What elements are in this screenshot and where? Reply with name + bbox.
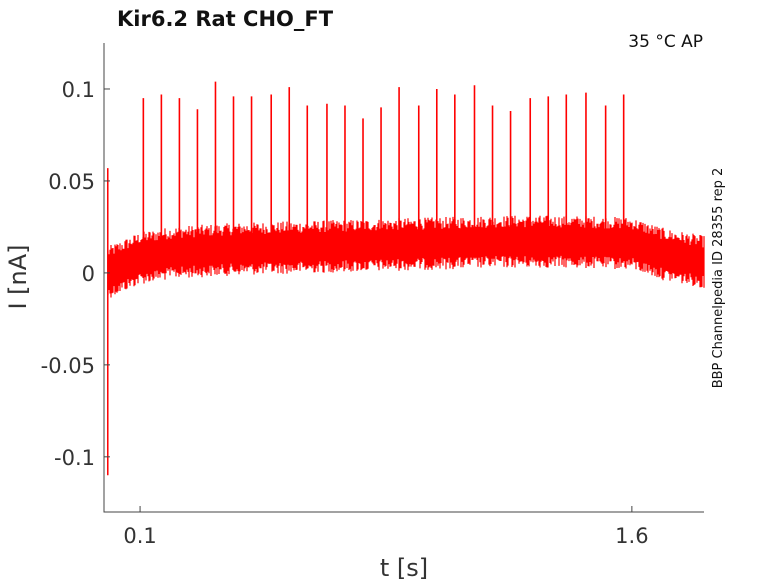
y-tick-label: -0.05 (41, 354, 95, 378)
y-tick-label: 0 (82, 262, 95, 286)
y-tick-label: -0.1 (54, 446, 95, 470)
x-tick-label: 0.1 (123, 524, 156, 548)
trace-line (107, 81, 705, 476)
condition-annotation: 35 °C AP (628, 32, 703, 52)
x-axis-label: t [s] (380, 554, 428, 582)
y-axis: 0.1 0.05 0 -0.05 -0.1 (41, 78, 110, 470)
y-tick-label: 0.05 (48, 170, 95, 194)
chart-title: Kir6.2 Rat CHO_FT (117, 7, 334, 31)
y-tick-label: 0.1 (62, 78, 95, 102)
plot-area (107, 81, 705, 476)
axes-frame (103, 43, 704, 513)
x-tick-label: 1.6 (615, 524, 648, 548)
x-axis: 0.1 1.6 (123, 506, 649, 548)
channelpedia-id-label: BBP Channelpedia ID 28355 rep 2 (711, 168, 726, 389)
y-axis-label: I [nA] (4, 244, 32, 309)
